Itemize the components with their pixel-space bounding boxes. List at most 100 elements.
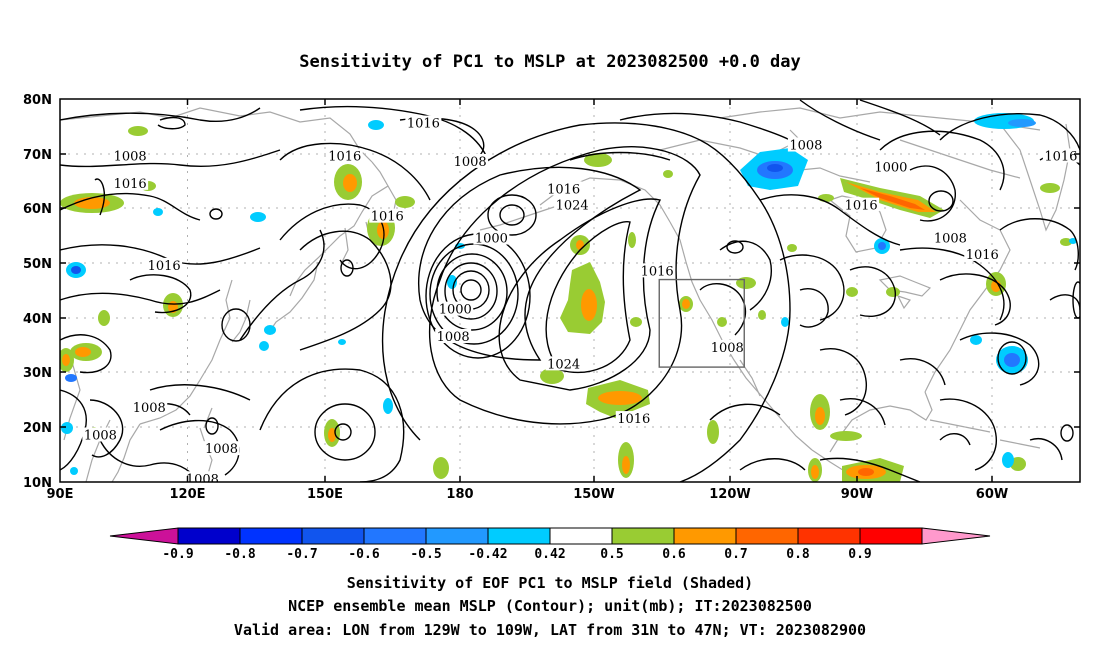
lat-tick-label: 80N xyxy=(23,93,52,108)
colorbar-label: -0.5 xyxy=(410,547,441,562)
contour-label: 1008 xyxy=(133,401,166,416)
colorbar-arrow-high xyxy=(921,527,991,545)
caption-line-1: Sensitivity of EOF PC1 to MSLP field (Sh… xyxy=(347,574,753,592)
contour-label: 1016 xyxy=(407,117,440,132)
colorbar-label: -0.9 xyxy=(162,547,193,562)
contour-label: 1008 xyxy=(186,472,219,487)
colorbar-segment xyxy=(487,527,551,545)
contour-label: 1016 xyxy=(371,210,404,225)
contour-label-bg xyxy=(203,441,240,456)
lat-lon-grid xyxy=(60,99,1080,482)
contour-label: 1000 xyxy=(475,232,508,247)
contour-label-bg xyxy=(326,148,363,163)
contour-label: 1008 xyxy=(934,232,967,247)
figure-title: Sensitivity of PC1 to MSLP at 2023082500… xyxy=(299,52,801,72)
contour-label-bg xyxy=(639,263,676,278)
contour-label: 1016 xyxy=(547,182,580,197)
lat-tick-label: 40N xyxy=(23,312,52,327)
colorbar-label: 0.8 xyxy=(786,547,810,562)
contour-label-bg xyxy=(435,329,472,344)
lon-tick-label: 150W xyxy=(573,487,614,502)
contour-label-bg xyxy=(1042,148,1079,163)
contour-label-bg xyxy=(932,230,969,245)
contour-label: 1008 xyxy=(711,341,744,356)
colorbar-label: -0.6 xyxy=(348,547,379,562)
lat-tick-label: 30N xyxy=(23,366,52,381)
contour-label-bg xyxy=(709,339,746,354)
figure-captions: Sensitivity of EOF PC1 to MSLP field (Sh… xyxy=(234,574,866,639)
valid-area-box xyxy=(658,278,745,368)
colorbar-label: 0.6 xyxy=(662,547,686,562)
colorbar: -0.9 -0.8 -0.7 -0.6 -0.5 -0.42 0.42 0.5 0.6 0.7 0.… xyxy=(109,527,991,562)
contour-label-bg xyxy=(369,208,406,223)
colorbar-label: 0.42 xyxy=(534,547,565,562)
lat-axis: 80N 70N 60N 50N 40N 30N 20N 10N xyxy=(23,93,52,491)
contour-label-bg xyxy=(545,356,582,371)
lat-tick-label: 50N xyxy=(23,257,52,272)
colorbar-segment xyxy=(735,527,799,545)
contour-label-bg xyxy=(554,197,591,212)
colorbar-arrow-low xyxy=(109,527,179,545)
contour-label: 1016 xyxy=(966,248,999,263)
lon-axis: 90E 120E 150E 180 150W 120W 90W 60W xyxy=(47,487,1009,502)
map-frame xyxy=(59,98,1081,483)
colorbar-label: 0.5 xyxy=(600,547,623,562)
contour-label-bg xyxy=(184,471,221,482)
contour-label-bg xyxy=(964,246,1001,261)
lat-tick-label: 70N xyxy=(23,148,52,163)
lon-tick-label: 120W xyxy=(709,487,750,502)
contour-label: 1008 xyxy=(789,139,822,154)
contour-label-bg xyxy=(473,230,510,245)
contour-label: 1016 xyxy=(845,199,878,214)
contour-label: 1024 xyxy=(556,199,589,214)
axis-ticks xyxy=(60,99,1080,482)
caption-line-2: NCEP ensemble mean MSLP (Contour); unit(… xyxy=(288,597,812,615)
contour-label: 1016 xyxy=(114,177,147,192)
contour-label-bg xyxy=(452,153,489,168)
contour-label: 1016 xyxy=(617,412,650,427)
colorbar-label: -0.42 xyxy=(468,547,507,562)
contour-label-bg xyxy=(82,427,119,442)
contour-label-bg xyxy=(437,301,474,316)
contour-label-bg xyxy=(112,148,149,163)
colorbar-segment xyxy=(611,527,675,545)
caption-line-3: Valid area: LON from 129W to 109W, LAT f… xyxy=(234,621,866,639)
contour-label: 1008 xyxy=(454,155,487,170)
contour-label-bg xyxy=(787,137,824,152)
colorbar-segment xyxy=(425,527,489,545)
contour-label-bg xyxy=(843,197,880,212)
contour-label-bg xyxy=(112,175,149,190)
colorbar-segment xyxy=(797,527,861,545)
contour-label: 1000 xyxy=(439,303,472,318)
contour-label-bg xyxy=(131,400,168,415)
lon-tick-label: 180 xyxy=(446,487,473,502)
colorbar-label: -0.7 xyxy=(286,547,317,562)
colorbar-segment xyxy=(177,527,241,545)
lon-tick-label: 90W xyxy=(841,487,873,502)
lat-tick-label: 60N xyxy=(23,202,52,217)
contour-label: 1008 xyxy=(84,428,117,443)
contour-label: 1016 xyxy=(148,259,181,274)
contour-label-bg xyxy=(405,115,442,130)
colorbar-segment xyxy=(239,527,303,545)
colorbar-segment xyxy=(673,527,737,545)
colorbar-segment xyxy=(301,527,365,545)
lat-tick-label: 20N xyxy=(23,421,52,436)
contour-label: 1008 xyxy=(437,330,470,345)
sensitivity-shading xyxy=(60,113,1077,482)
colorbar-segment xyxy=(363,527,427,545)
contour-label: 1000 xyxy=(874,160,907,175)
contour-label: 1008 xyxy=(205,442,238,457)
colorbar-label: 0.7 xyxy=(724,547,747,562)
contour-label-bg xyxy=(872,159,909,174)
colorbar-segment xyxy=(549,527,613,545)
colorbar-label: 0.9 xyxy=(848,547,871,562)
contour-label: 1024 xyxy=(547,357,580,372)
contour-label: 1016 xyxy=(328,149,361,164)
contour-label-bg xyxy=(545,181,582,196)
colorbar-segment xyxy=(859,527,923,545)
contour-label-bg xyxy=(146,257,183,272)
